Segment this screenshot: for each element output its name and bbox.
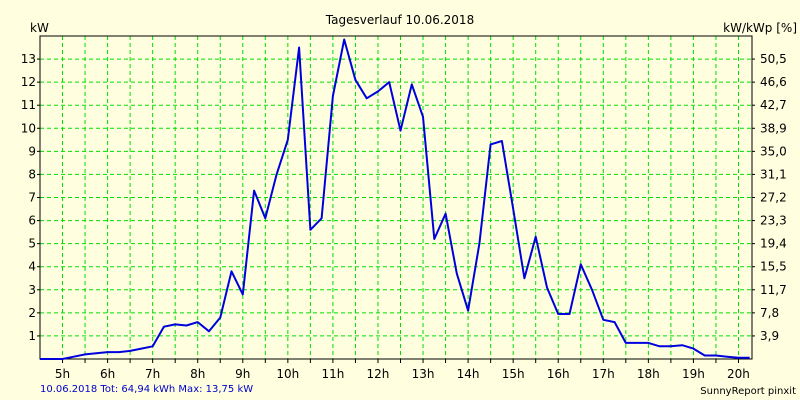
y-tick-label-right: 50,5 — [760, 52, 787, 66]
y-tick-label-right: 23,3 — [760, 214, 787, 228]
y-tick-label-right: 42,7 — [760, 98, 787, 112]
y-tick-label-right: 27,2 — [760, 191, 787, 205]
footer-summary: 10.06.2018 Tot: 64,94 kWh Max: 13,75 kW — [40, 384, 253, 395]
y-tick-label-left: 1 — [28, 329, 36, 343]
y-axis-left-label: kW — [30, 21, 49, 35]
y-tick-label-left: 4 — [28, 260, 36, 274]
x-tick-label: 6h — [100, 367, 115, 381]
x-tick-label: 14h — [457, 367, 480, 381]
y-tick-label-right: 19,4 — [760, 237, 787, 251]
y-tick-label-right: 15,5 — [760, 260, 787, 274]
x-tick-label: 19h — [682, 367, 705, 381]
y-tick-label-left: 5 — [28, 237, 36, 251]
series-line-0 — [40, 38, 750, 360]
x-tick-label: 13h — [412, 367, 435, 381]
x-tick-label: 16h — [547, 367, 570, 381]
x-tick-label: 12h — [367, 367, 390, 381]
y-tick-label-right: 38,9 — [760, 121, 787, 135]
y-tick-label-left: 13 — [21, 52, 36, 66]
y-tick-label-left: 12 — [21, 75, 36, 89]
footer-credit: SunnyReport pinxit — [700, 386, 796, 397]
x-tick-label: 8h — [190, 367, 205, 381]
x-tick-label: 10h — [276, 367, 299, 381]
y-tick-label-left: 3 — [28, 283, 36, 297]
chart-title: Tagesverlauf 10.06.2018 — [325, 13, 474, 27]
x-tick-label: 5h — [55, 367, 70, 381]
y-tick-label-left: 2 — [28, 306, 36, 320]
y-tick-label-right: 35,0 — [760, 144, 787, 158]
x-tick-label: 18h — [637, 367, 660, 381]
x-tick-label: 9h — [235, 367, 250, 381]
x-tick-label: 15h — [502, 367, 525, 381]
y-tick-label-left: 10 — [21, 121, 36, 135]
plot-area — [40, 38, 750, 360]
y-tick-label-left: 8 — [28, 167, 36, 181]
y-tick-label-right: 11,7 — [760, 283, 787, 297]
y-tick-label-right: 31,1 — [760, 167, 787, 181]
y-tick-label-right: 7,8 — [760, 306, 779, 320]
x-tick-label: 11h — [321, 367, 344, 381]
ticks: 1 3,9 2 7,8 3 11,7 4 15,5 5 19,4 6 23,3 7 27,2 8 31,1 9 3… — [21, 52, 787, 381]
grid — [40, 36, 752, 359]
y-tick-label-right: 46,6 — [760, 75, 787, 89]
y-tick-label-left: 9 — [28, 144, 36, 158]
x-tick-label: 20h — [727, 367, 750, 381]
y-axis-right-label: kW/kWp [%] — [723, 21, 797, 35]
y-tick-label-left: 6 — [28, 214, 36, 228]
x-tick-label: 17h — [592, 367, 615, 381]
y-tick-label-left: 11 — [21, 98, 36, 112]
y-tick-label-right: 3,9 — [760, 329, 779, 343]
x-tick-label: 7h — [145, 367, 160, 381]
y-tick-label-left: 7 — [28, 191, 36, 205]
